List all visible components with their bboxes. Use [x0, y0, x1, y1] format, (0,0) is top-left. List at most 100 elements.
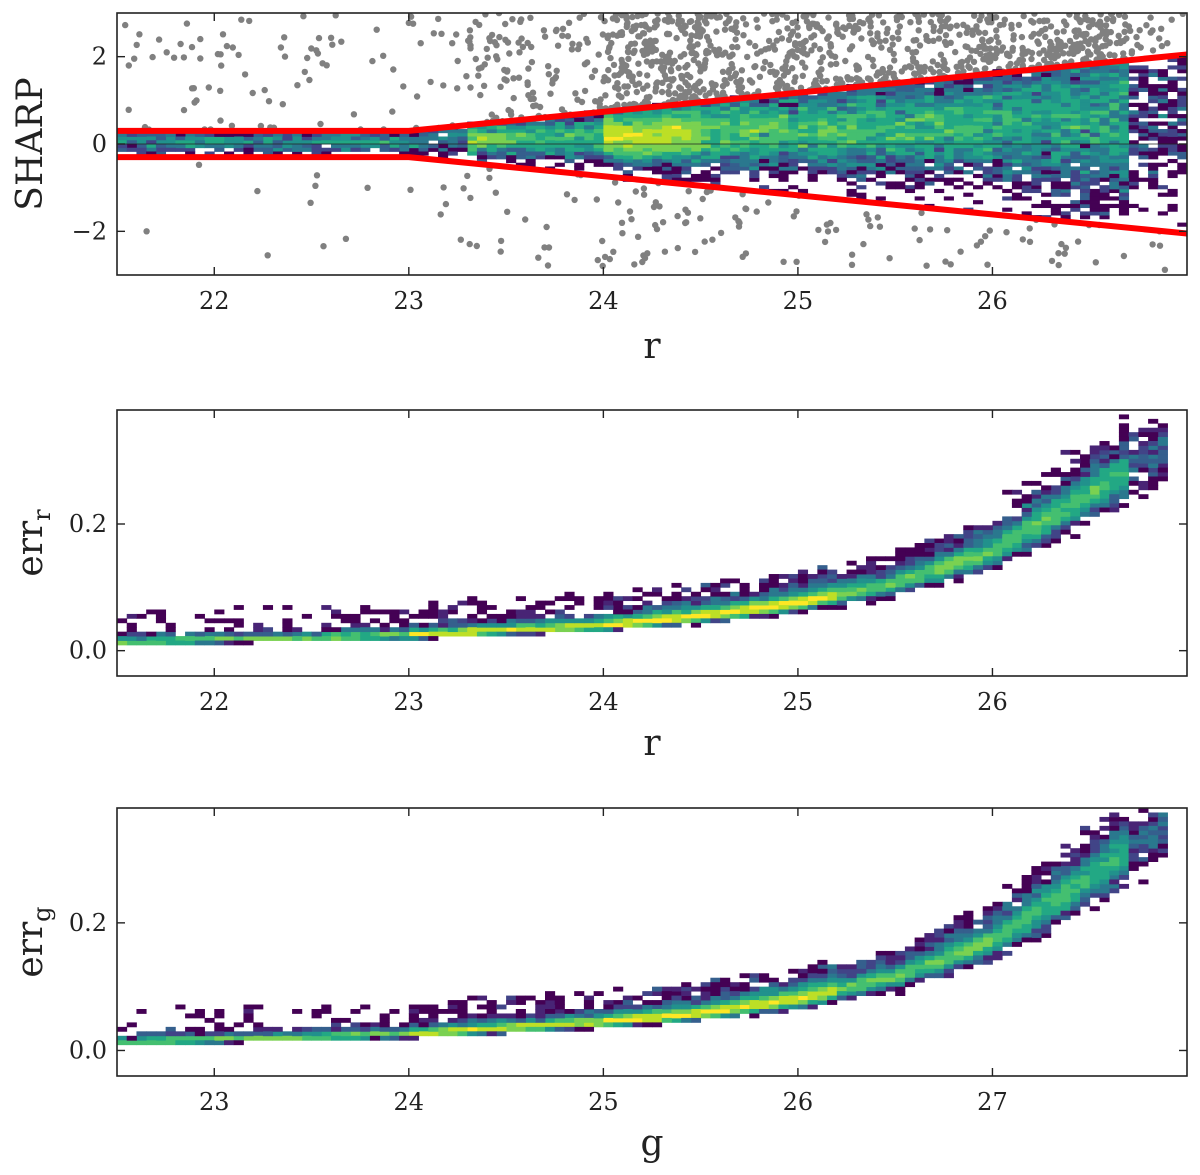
histogram-cell	[204, 132, 215, 137]
histogram-cell	[1148, 480, 1159, 486]
histogram-cell	[973, 110, 984, 115]
histogram-cell	[720, 114, 731, 119]
histogram-cell	[1080, 114, 1091, 119]
histogram-cell	[700, 114, 711, 119]
histogram-cell	[1002, 158, 1013, 164]
histogram-cell	[846, 986, 857, 992]
histogram-cell	[1128, 110, 1139, 115]
histogram-cell	[943, 928, 954, 934]
histogram-cell	[788, 582, 799, 588]
histogram-cell	[885, 144, 896, 149]
histogram-cell	[603, 151, 614, 156]
histogram-cell	[632, 1009, 643, 1014]
histogram-cell	[408, 1004, 419, 1010]
histogram-cell	[914, 977, 925, 983]
rejected-point	[281, 53, 289, 60]
histogram-cell	[1070, 879, 1081, 885]
rejected-point	[1109, 13, 1116, 17]
histogram-cell	[943, 162, 954, 167]
histogram-cell	[622, 125, 633, 130]
histogram-cell	[1138, 445, 1149, 451]
histogram-cell	[661, 114, 672, 119]
histogram-cell	[506, 151, 517, 156]
rejected-point	[633, 88, 640, 96]
histogram-cell	[486, 1026, 497, 1032]
histogram-cell	[982, 565, 993, 570]
histogram-cell	[613, 1017, 624, 1023]
rejected-point	[815, 226, 822, 234]
histogram-cell	[1089, 511, 1100, 517]
histogram-cell	[866, 132, 877, 137]
rejected-point	[602, 75, 610, 83]
histogram-cell	[797, 578, 809, 584]
histogram-cell	[788, 991, 799, 996]
histogram-cell	[1099, 458, 1110, 464]
histogram-cell	[1089, 121, 1100, 126]
histogram-cell	[729, 591, 740, 597]
histogram-cell	[992, 906, 1003, 912]
rejected-point	[519, 43, 527, 51]
histogram-cell	[525, 132, 536, 137]
histogram-cell	[1128, 84, 1139, 89]
histogram-cell	[1099, 192, 1110, 197]
histogram-cell	[749, 140, 760, 145]
histogram-cell	[506, 613, 517, 619]
histogram-cell	[720, 1009, 731, 1014]
rejected-point	[191, 99, 198, 106]
rejected-point	[639, 258, 646, 266]
histogram-cell	[817, 140, 828, 145]
histogram-cell	[1099, 147, 1110, 152]
histogram-cell	[1021, 91, 1032, 96]
histogram-cell	[301, 136, 312, 141]
histogram-cell	[768, 609, 779, 615]
histogram-cell	[1177, 170, 1187, 175]
histogram-cell	[885, 591, 896, 597]
histogram-cell	[963, 565, 974, 570]
rejected-point	[753, 208, 760, 215]
histogram-cell	[934, 946, 945, 952]
histogram-cell	[788, 147, 799, 152]
rejected-point	[673, 34, 680, 42]
histogram-cell	[428, 1017, 439, 1023]
histogram-cell	[992, 560, 1003, 566]
histogram-cell	[428, 631, 439, 637]
histogram-cell	[506, 129, 517, 134]
histogram-cell	[1031, 915, 1042, 921]
histogram-cell	[1080, 170, 1091, 175]
histogram-cell	[992, 928, 1003, 934]
histogram-cell	[253, 1035, 264, 1041]
rejected-point	[475, 72, 482, 79]
rejected-point	[846, 46, 854, 53]
histogram-cell	[1099, 866, 1110, 871]
histogram-cell	[321, 627, 332, 633]
histogram-cell	[866, 582, 877, 588]
histogram-cell	[856, 99, 867, 104]
histogram-cell	[535, 600, 546, 606]
histogram-cell	[1109, 136, 1120, 141]
histogram-cell	[904, 950, 916, 956]
rejected-point	[702, 56, 709, 64]
histogram-cell	[1080, 136, 1091, 141]
histogram-cell	[992, 125, 1003, 130]
histogram-cell	[934, 955, 945, 961]
histogram-cell	[768, 977, 779, 983]
histogram-cell	[827, 596, 838, 602]
histogram-cell	[1118, 188, 1130, 194]
histogram-cell	[1167, 76, 1178, 81]
histogram-cell	[924, 565, 935, 570]
histogram-cell	[583, 155, 595, 160]
histogram-cell	[438, 1026, 449, 1032]
histogram-cell	[1118, 136, 1130, 141]
rejected-point	[721, 26, 729, 33]
histogram-cell	[467, 1031, 478, 1037]
histogram-cell	[1148, 834, 1159, 840]
histogram-cell	[963, 114, 974, 119]
histogram-cell	[797, 973, 809, 979]
histogram-cell	[1070, 147, 1081, 152]
histogram-cell	[973, 114, 984, 119]
histogram-cell	[1099, 185, 1110, 190]
rejected-point	[1061, 250, 1068, 257]
histogram-cell	[1080, 110, 1091, 115]
histogram-cell	[1050, 110, 1061, 115]
histogram-cell	[817, 569, 828, 575]
